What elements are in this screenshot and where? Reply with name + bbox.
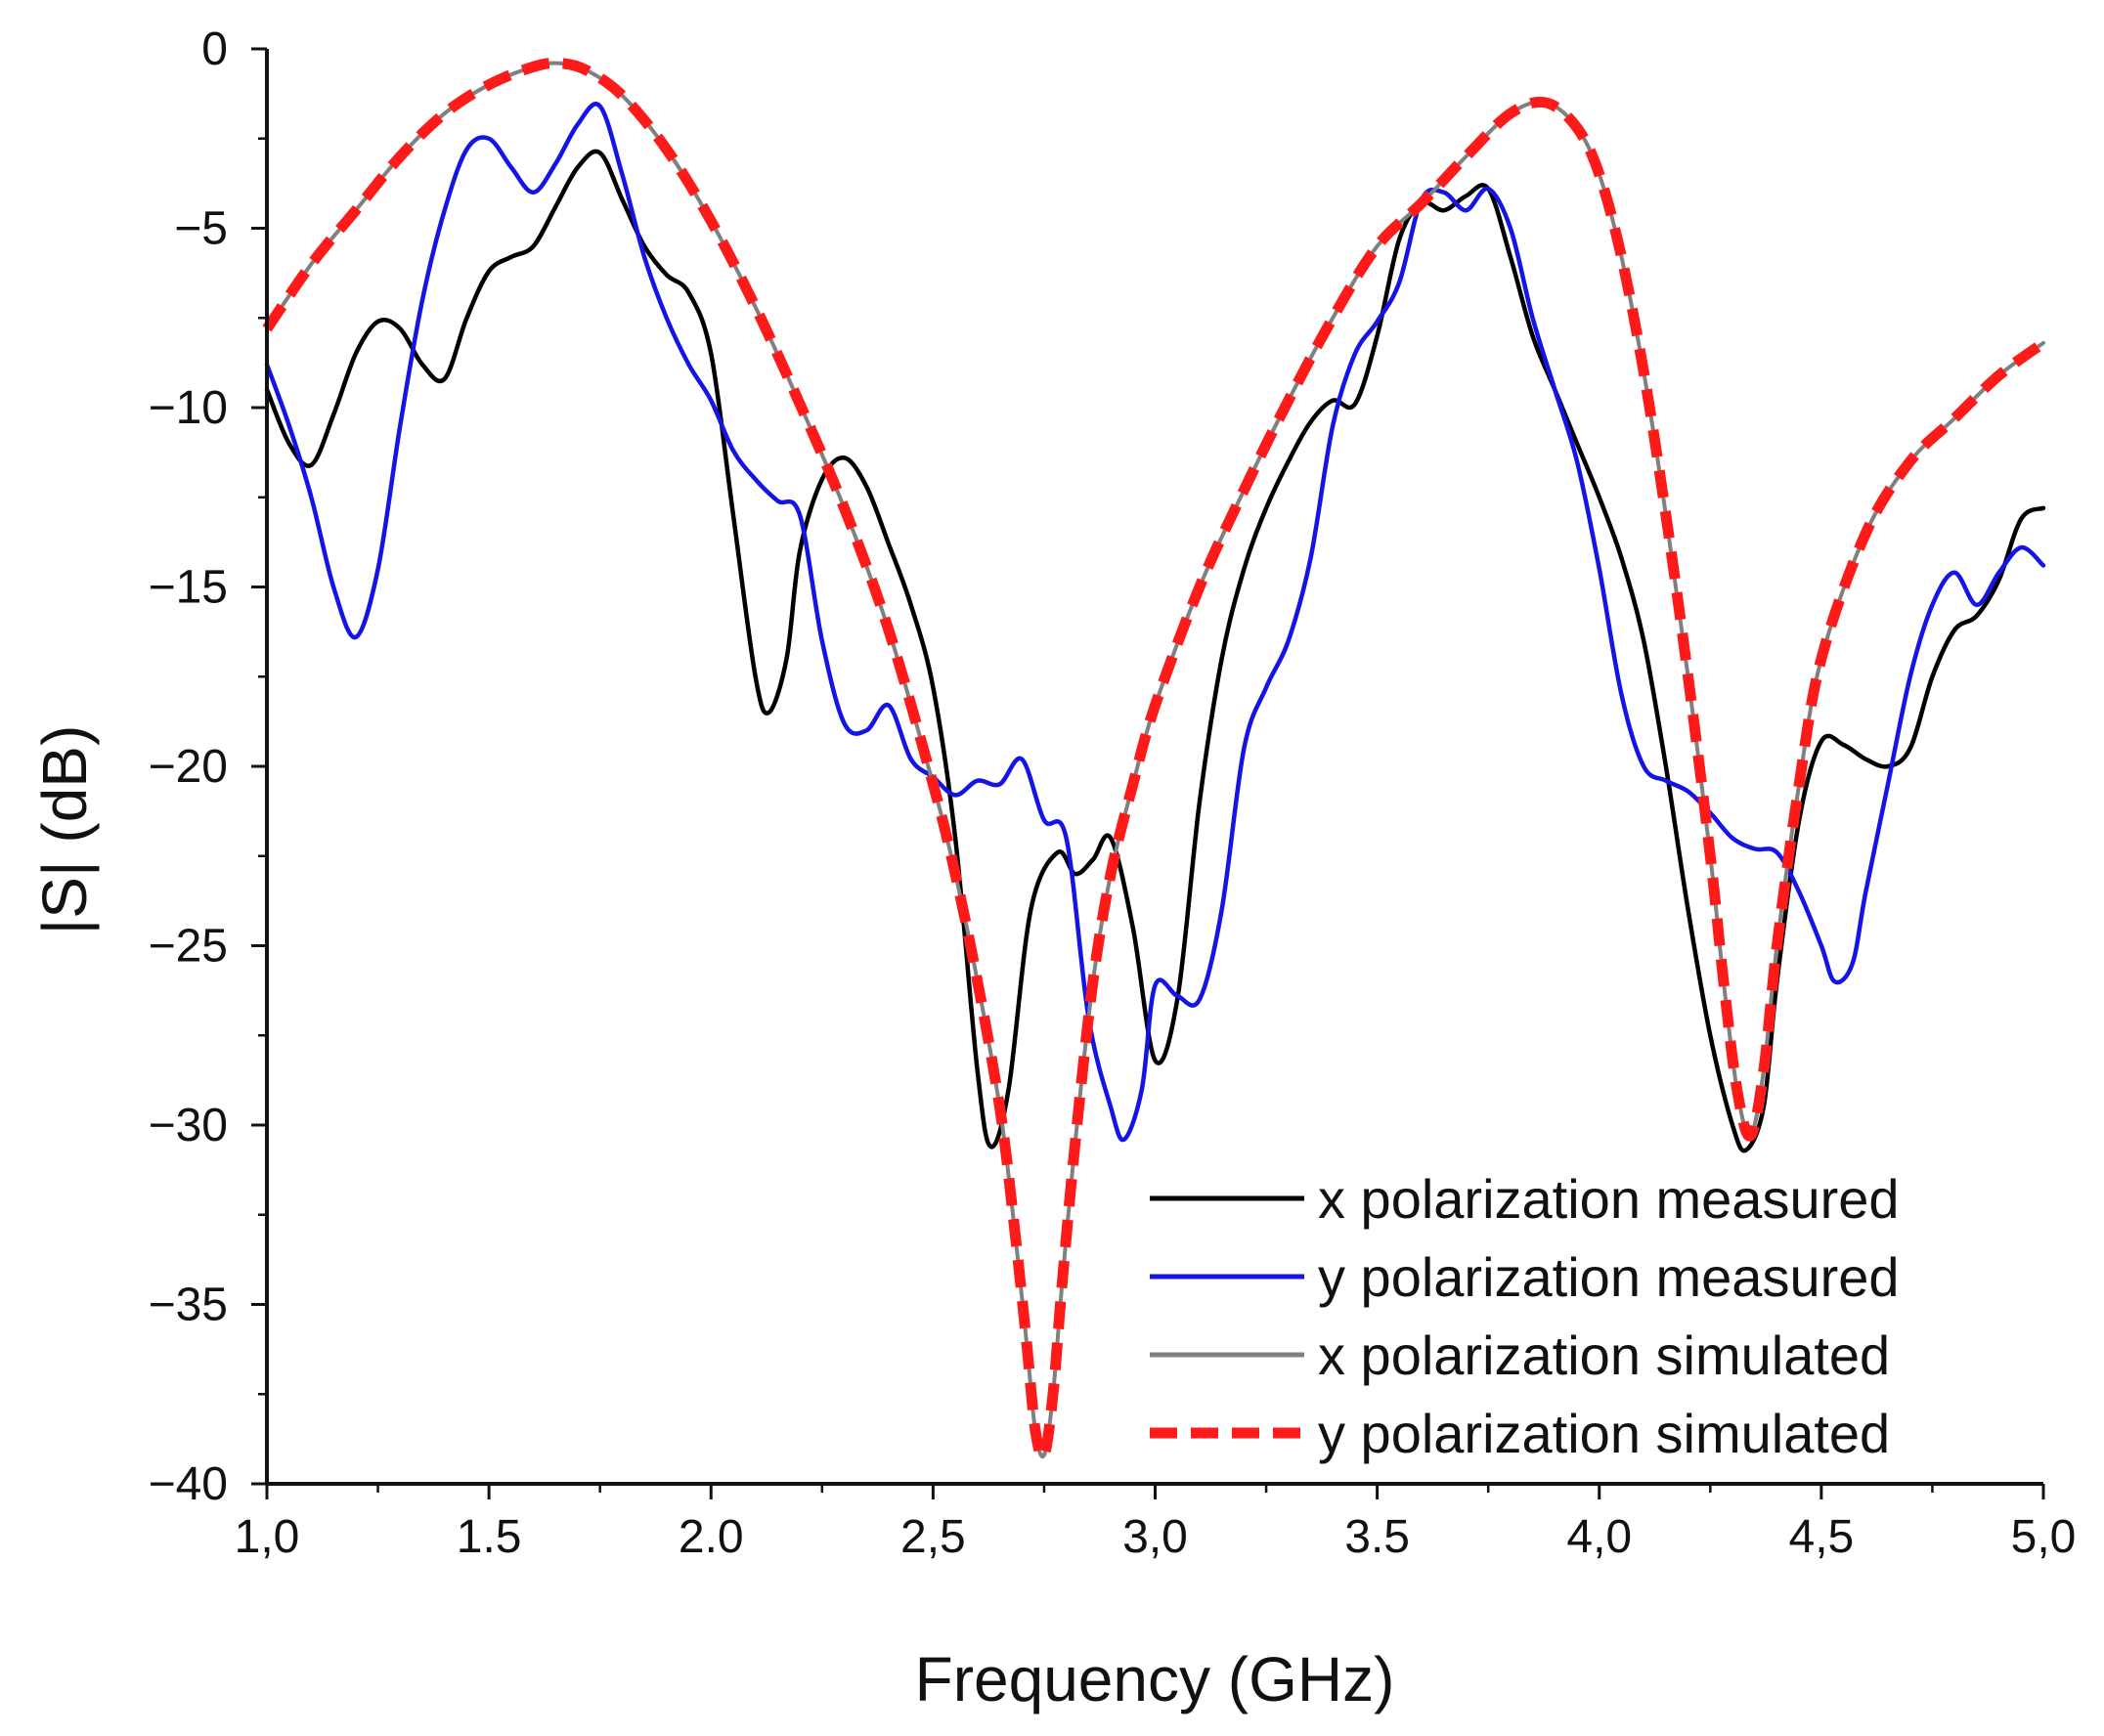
legend-label: x polarization simulated [1318, 1324, 1890, 1386]
y-tick-label: −40 [149, 1458, 228, 1510]
axis-layer: 1,0 1.5 2.0 2,5 3,0 3.5 4,0 4,5 5,0 0 −5 −10 −15 −20 −… [149, 23, 2077, 1563]
x-tick-label: 1,0 [235, 1511, 300, 1563]
y-tick-label: −35 [149, 1280, 228, 1331]
y-tick-label: −25 [149, 921, 228, 973]
x-tick-label: 1.5 [457, 1511, 522, 1563]
x-tick-label: 3,0 [1122, 1511, 1188, 1563]
y-tick-label: −5 [174, 203, 228, 255]
legend-label: y polarization measured [1318, 1246, 1900, 1308]
legend: x polarization measured y polarization me… [1150, 1168, 1900, 1464]
x-tick-label: 4,0 [1566, 1511, 1632, 1563]
y-tick-label: −15 [149, 562, 228, 614]
y-axis-title: |S| (dB) [29, 725, 100, 935]
series-line-y-polarization-measured [264, 102, 2046, 1143]
x-tick-label: 2.0 [679, 1511, 744, 1563]
x-tick-label: 5,0 [2011, 1511, 2077, 1563]
legend-label: y polarization simulated [1318, 1403, 1890, 1464]
series-line-x-polarization-measured [264, 149, 2046, 1153]
series-line-y-polarization-simulated [262, 58, 2047, 1462]
x-axis-title: Frequency (GHz) [915, 1644, 1395, 1714]
x-tick-label: 4,5 [1789, 1511, 1855, 1563]
y-tick-label: −30 [149, 1100, 228, 1151]
y-tick-label: −10 [149, 382, 228, 434]
x-tick-label: 3.5 [1344, 1511, 1410, 1563]
y-tick-label: 0 [201, 23, 228, 75]
y-tick-label: −20 [149, 741, 228, 793]
series-layer [262, 58, 2047, 1462]
x-tick-label: 2,5 [900, 1511, 966, 1563]
legend-label: x polarization measured [1318, 1168, 1900, 1230]
